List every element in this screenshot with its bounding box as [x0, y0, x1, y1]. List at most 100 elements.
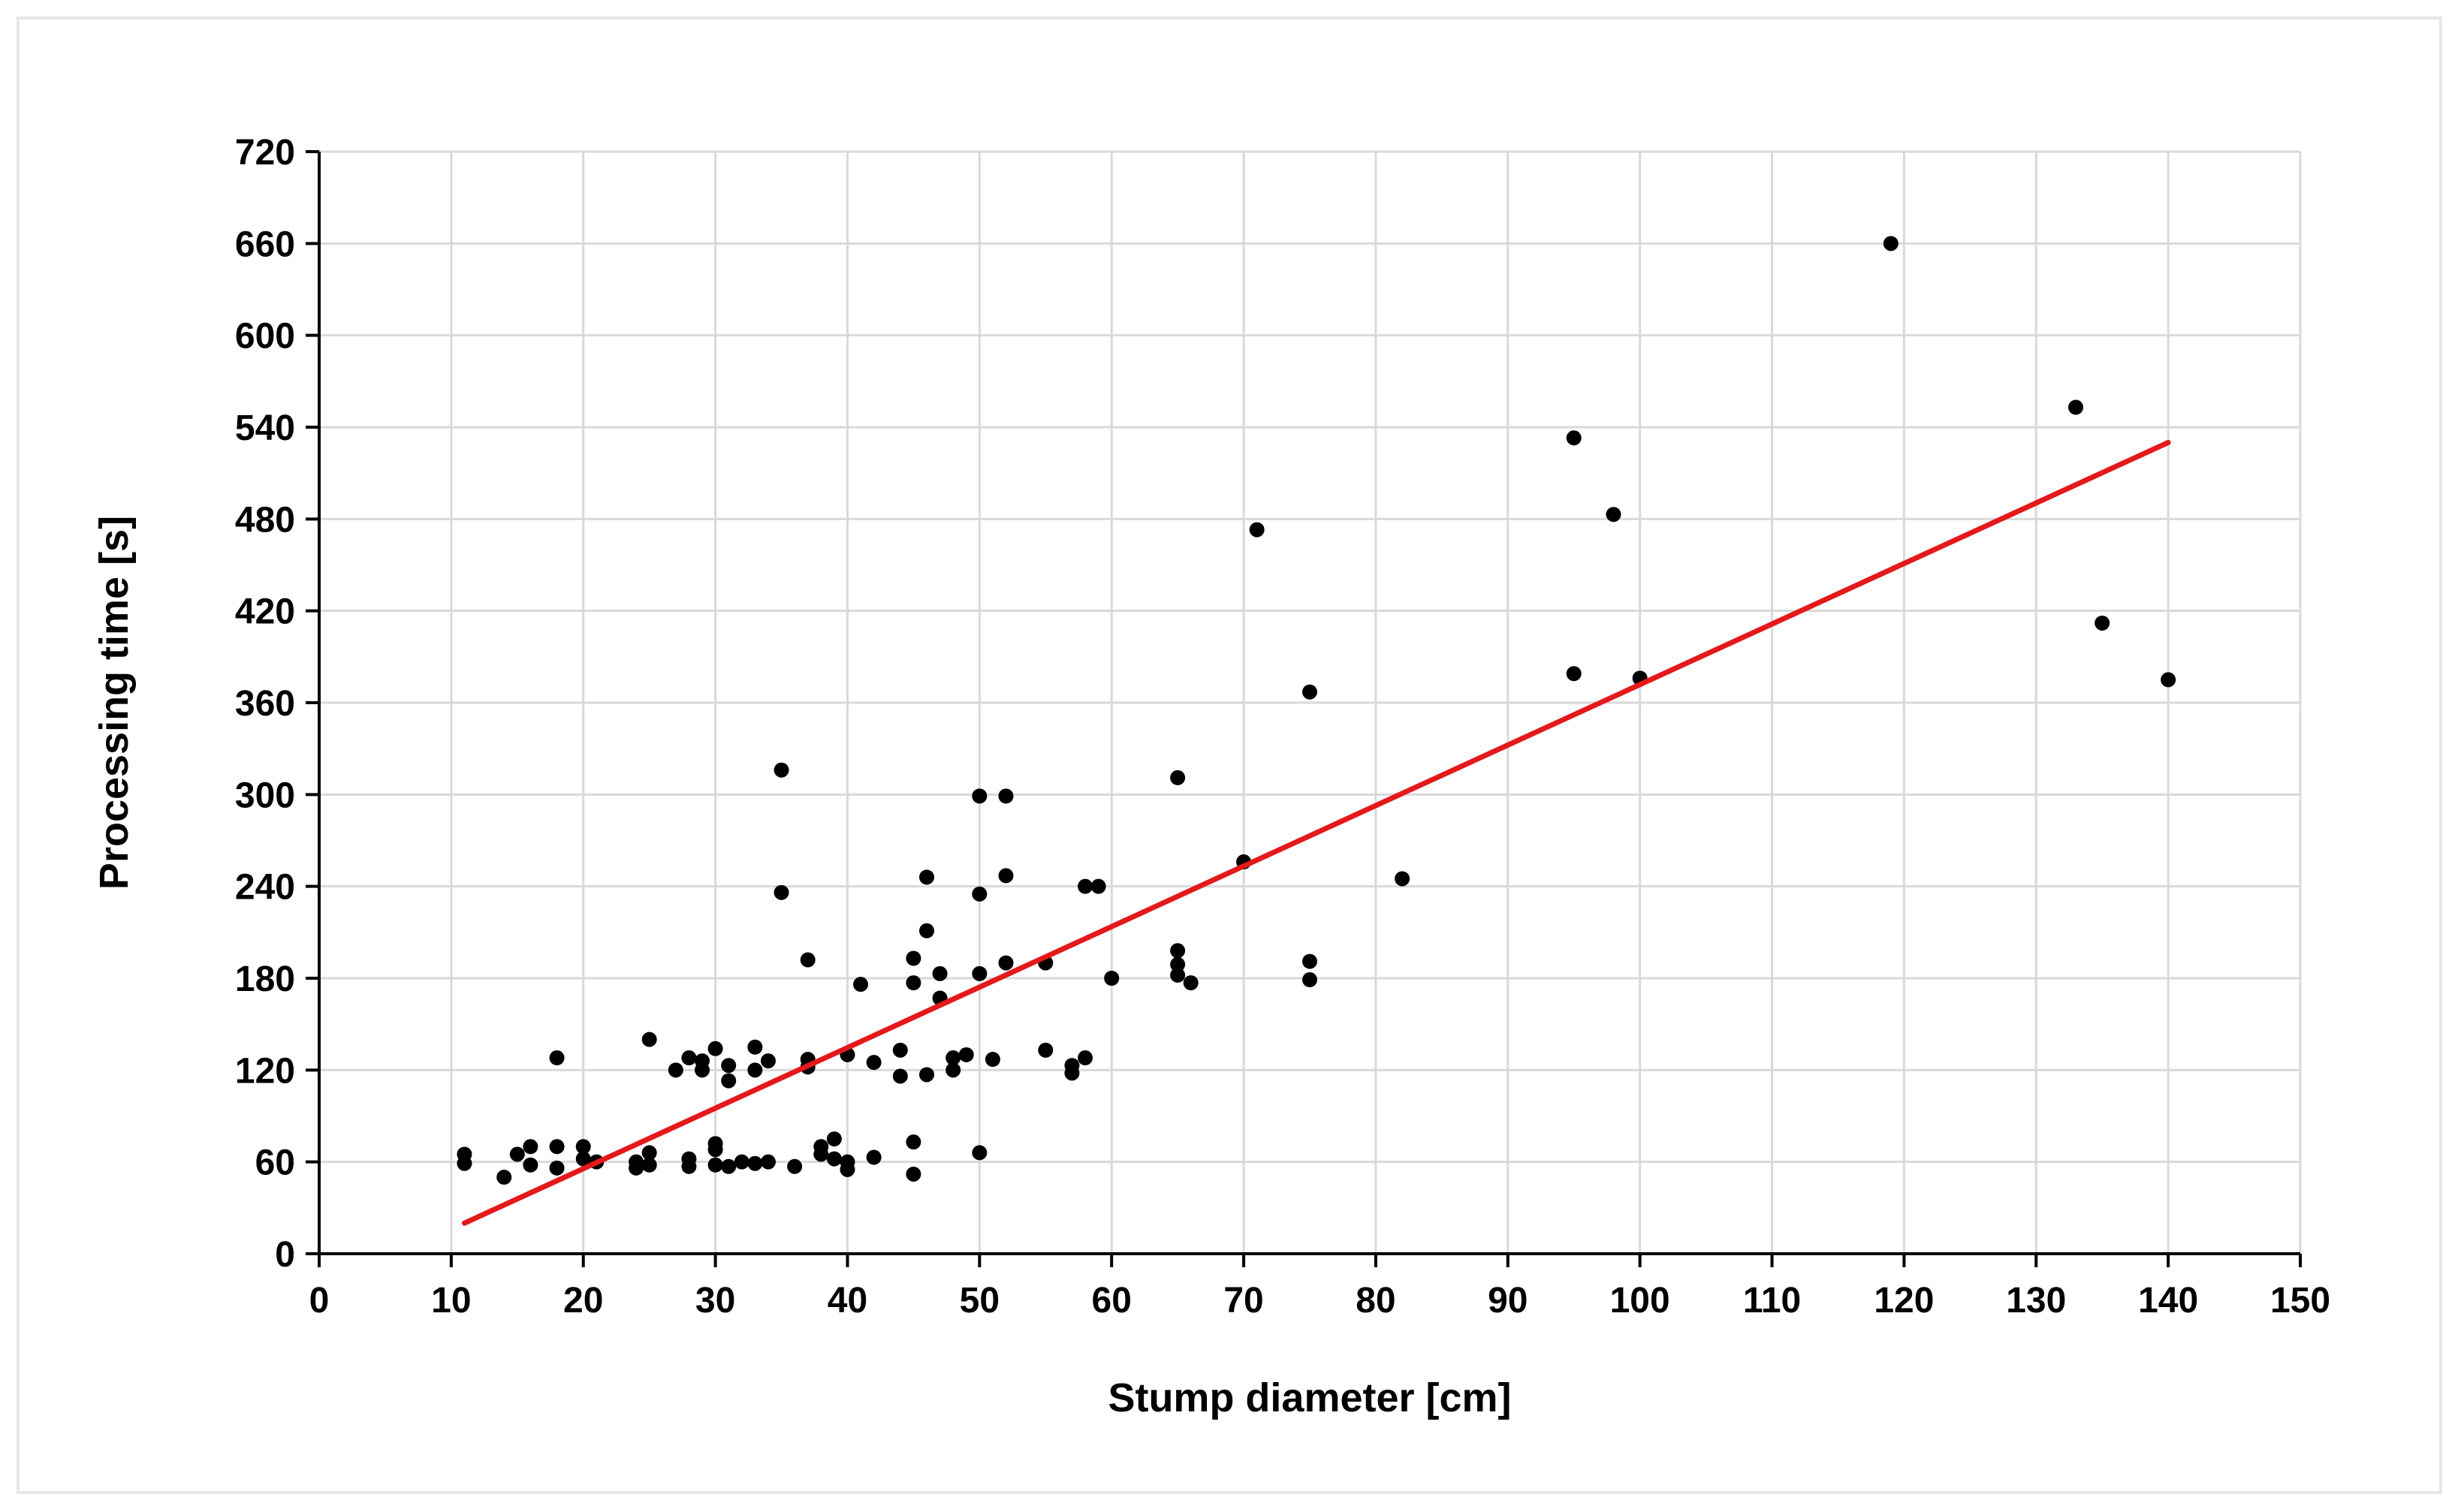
data-point [641, 1145, 657, 1161]
data-point [945, 1050, 961, 1066]
data-point [721, 1058, 737, 1074]
data-point [998, 868, 1014, 884]
data-point [760, 1154, 776, 1170]
data-point [668, 1062, 683, 1078]
data-point [575, 1139, 591, 1155]
data-point [2095, 615, 2110, 631]
y-tick-label: 0 [275, 1235, 295, 1275]
data-point [1606, 507, 1621, 523]
x-tick-label: 150 [2270, 1281, 2330, 1321]
data-point [1170, 943, 1186, 959]
data-point [918, 923, 934, 938]
data-point [1104, 971, 1120, 986]
y-tick-label: 480 [235, 500, 295, 540]
data-point [1183, 975, 1199, 991]
x-tick-label: 80 [1356, 1281, 1395, 1321]
x-tick-label: 10 [431, 1281, 471, 1321]
y-axis-ticks: 0 60 120 180 240 300 360 420 480 540 600 660 720 [235, 133, 319, 1275]
data-point [1170, 770, 1186, 785]
data-point [906, 950, 921, 966]
data-point [549, 1160, 565, 1176]
data-point [760, 1053, 776, 1069]
trendline-group [461, 439, 2171, 1226]
y-tick-label: 240 [235, 868, 295, 908]
x-tick-label: 0 [309, 1281, 330, 1321]
data-point [892, 1068, 908, 1084]
data-point [853, 977, 869, 992]
data-point [1078, 1050, 1093, 1066]
y-tick-label: 420 [235, 592, 295, 632]
data-point [695, 1062, 710, 1078]
data-point [1395, 871, 1410, 887]
data-point [1302, 953, 1317, 969]
data-point [734, 1154, 749, 1170]
data-point [549, 1139, 565, 1155]
x-tick-label: 40 [828, 1281, 867, 1321]
data-point [866, 1149, 882, 1165]
data-point [1038, 1042, 1054, 1058]
data-point [958, 1047, 974, 1062]
data-point [641, 1157, 657, 1173]
data-point [681, 1050, 697, 1066]
data-point [1090, 878, 1106, 894]
data-point [629, 1160, 644, 1176]
x-tick-label: 100 [1610, 1281, 1670, 1321]
x-tick-label: 130 [2006, 1281, 2066, 1321]
data-point [1064, 1065, 1080, 1081]
data-point [813, 1146, 829, 1162]
trendline [461, 439, 2171, 1226]
y-tick-label: 360 [235, 684, 295, 724]
data-point [972, 1145, 988, 1161]
data-point [681, 1158, 697, 1174]
x-tick-label: 70 [1223, 1281, 1263, 1321]
data-point [1170, 967, 1186, 983]
data-point [906, 1166, 921, 1182]
x-tick-label: 60 [1092, 1281, 1132, 1321]
data-point [2161, 672, 2176, 688]
y-tick-label: 60 [255, 1143, 295, 1183]
data-point [1883, 236, 1899, 251]
y-tick-label: 120 [235, 1051, 295, 1091]
data-point [1302, 972, 1317, 988]
data-point [549, 1050, 565, 1066]
data-point [998, 788, 1014, 804]
data-point [906, 1134, 921, 1150]
x-tick-label: 50 [960, 1281, 1000, 1321]
x-axis-title: Stump diameter [cm] [1108, 1375, 1511, 1420]
grid-lines [319, 150, 2302, 1254]
y-tick-label: 720 [235, 133, 295, 173]
data-point [575, 1151, 591, 1167]
data-point [721, 1073, 737, 1089]
y-tick-label: 540 [235, 408, 295, 448]
y-tick-label: 300 [235, 776, 295, 815]
data-point [972, 788, 988, 804]
data-point [721, 1158, 737, 1174]
data-point [840, 1161, 855, 1177]
data-point [866, 1055, 882, 1071]
y-tick-label: 180 [235, 959, 295, 999]
x-axis-ticks: 0 10 20 30 40 50 60 70 80 90 100 110 120 130 140 150 [309, 1254, 2330, 1321]
data-point [972, 965, 988, 981]
data-point [774, 762, 789, 778]
data-point [906, 975, 921, 991]
x-tick-label: 110 [1743, 1281, 1801, 1321]
y-tick-label: 660 [235, 224, 295, 264]
data-point [747, 1039, 763, 1055]
data-point [523, 1139, 538, 1155]
x-tick-label: 120 [1874, 1281, 1934, 1321]
x-tick-label: 20 [563, 1281, 603, 1321]
y-axis-title: Processing time [s] [92, 516, 137, 890]
data-point [707, 1142, 723, 1158]
y-tick-label: 600 [235, 317, 295, 357]
data-point [1249, 522, 1265, 538]
data-point [1302, 684, 1317, 700]
data-point [496, 1170, 512, 1185]
data-point [523, 1157, 538, 1173]
data-point [918, 869, 934, 885]
data-point [787, 1158, 803, 1174]
data-point [945, 1062, 961, 1078]
data-point [2068, 399, 2084, 415]
data-points [457, 236, 2176, 1185]
figure-frame [17, 17, 2442, 1494]
